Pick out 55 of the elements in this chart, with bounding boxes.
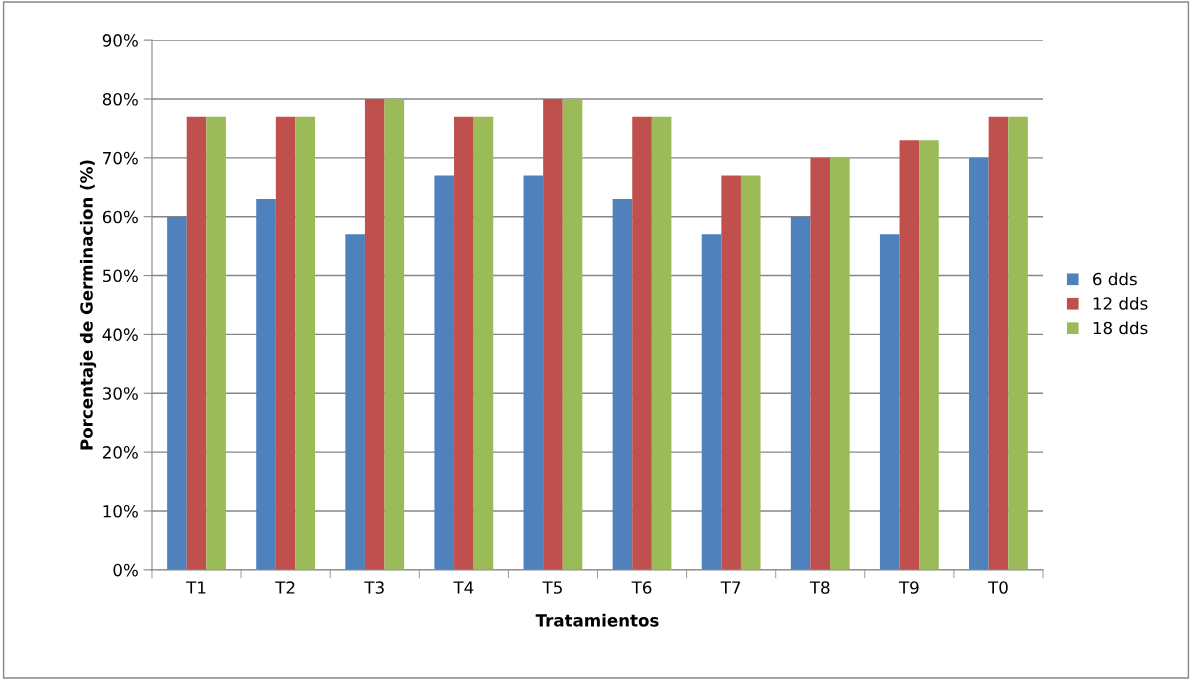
- y-tick-label: 60%: [102, 210, 138, 224]
- bar: [810, 157, 831, 570]
- bar: [384, 98, 405, 570]
- bar: [295, 116, 316, 570]
- bar: [919, 140, 939, 570]
- bar: [740, 175, 761, 570]
- bar: [256, 199, 276, 570]
- bar: [562, 98, 583, 570]
- legend-label: 6 dds: [1093, 272, 1137, 286]
- bar: [899, 140, 920, 570]
- y-tick-label: 40%: [102, 328, 138, 341]
- bar: [523, 175, 544, 570]
- bar: [701, 234, 722, 570]
- x-tick-label: T0: [988, 581, 1008, 594]
- x-tick-label: T5: [542, 581, 562, 594]
- bar: [275, 116, 296, 570]
- y-axis-title: Porcentaje de Germinacion (%): [79, 160, 97, 450]
- x-tick-label: T6: [631, 581, 652, 594]
- bar: [651, 116, 672, 570]
- x-tick-label: T9: [898, 581, 919, 594]
- bar: [473, 116, 494, 570]
- bar: [790, 216, 811, 570]
- bar: [632, 116, 652, 570]
- x-axis-title: Tratamientos: [535, 613, 659, 627]
- bar: [206, 116, 226, 570]
- x-tick-label: T7: [720, 581, 741, 594]
- y-tick-label: 30%: [103, 387, 138, 400]
- y-tick-label: 20%: [102, 446, 138, 459]
- bar: [721, 175, 741, 570]
- bar: [345, 234, 365, 570]
- y-tick-label: 90%: [102, 34, 138, 47]
- bar: [988, 116, 1009, 570]
- bar: [1008, 116, 1028, 570]
- bar: [364, 98, 385, 570]
- bar: [434, 175, 455, 570]
- y-tick-label: 70%: [103, 151, 138, 165]
- bar: [612, 199, 633, 570]
- legend-label: 12 dds: [1093, 296, 1148, 310]
- bar: [879, 234, 900, 570]
- bar: [186, 116, 207, 570]
- y-tick-label: 50%: [103, 269, 138, 283]
- bar: [543, 98, 563, 570]
- x-tick-label: T8: [809, 581, 830, 594]
- bar: [167, 216, 187, 570]
- y-tick-label: 10%: [103, 504, 138, 518]
- bar: [969, 157, 989, 570]
- x-tick-label: T2: [275, 581, 295, 594]
- y-tick-label: 80%: [102, 92, 138, 106]
- x-tick-label: T4: [453, 581, 474, 594]
- bar: [454, 116, 474, 570]
- x-tick-label: T3: [364, 581, 384, 594]
- x-tick-label: T1: [186, 581, 206, 594]
- y-tick-label: 0%: [113, 563, 138, 577]
- legend-label: 18 dds: [1093, 321, 1148, 335]
- bar: [830, 157, 850, 570]
